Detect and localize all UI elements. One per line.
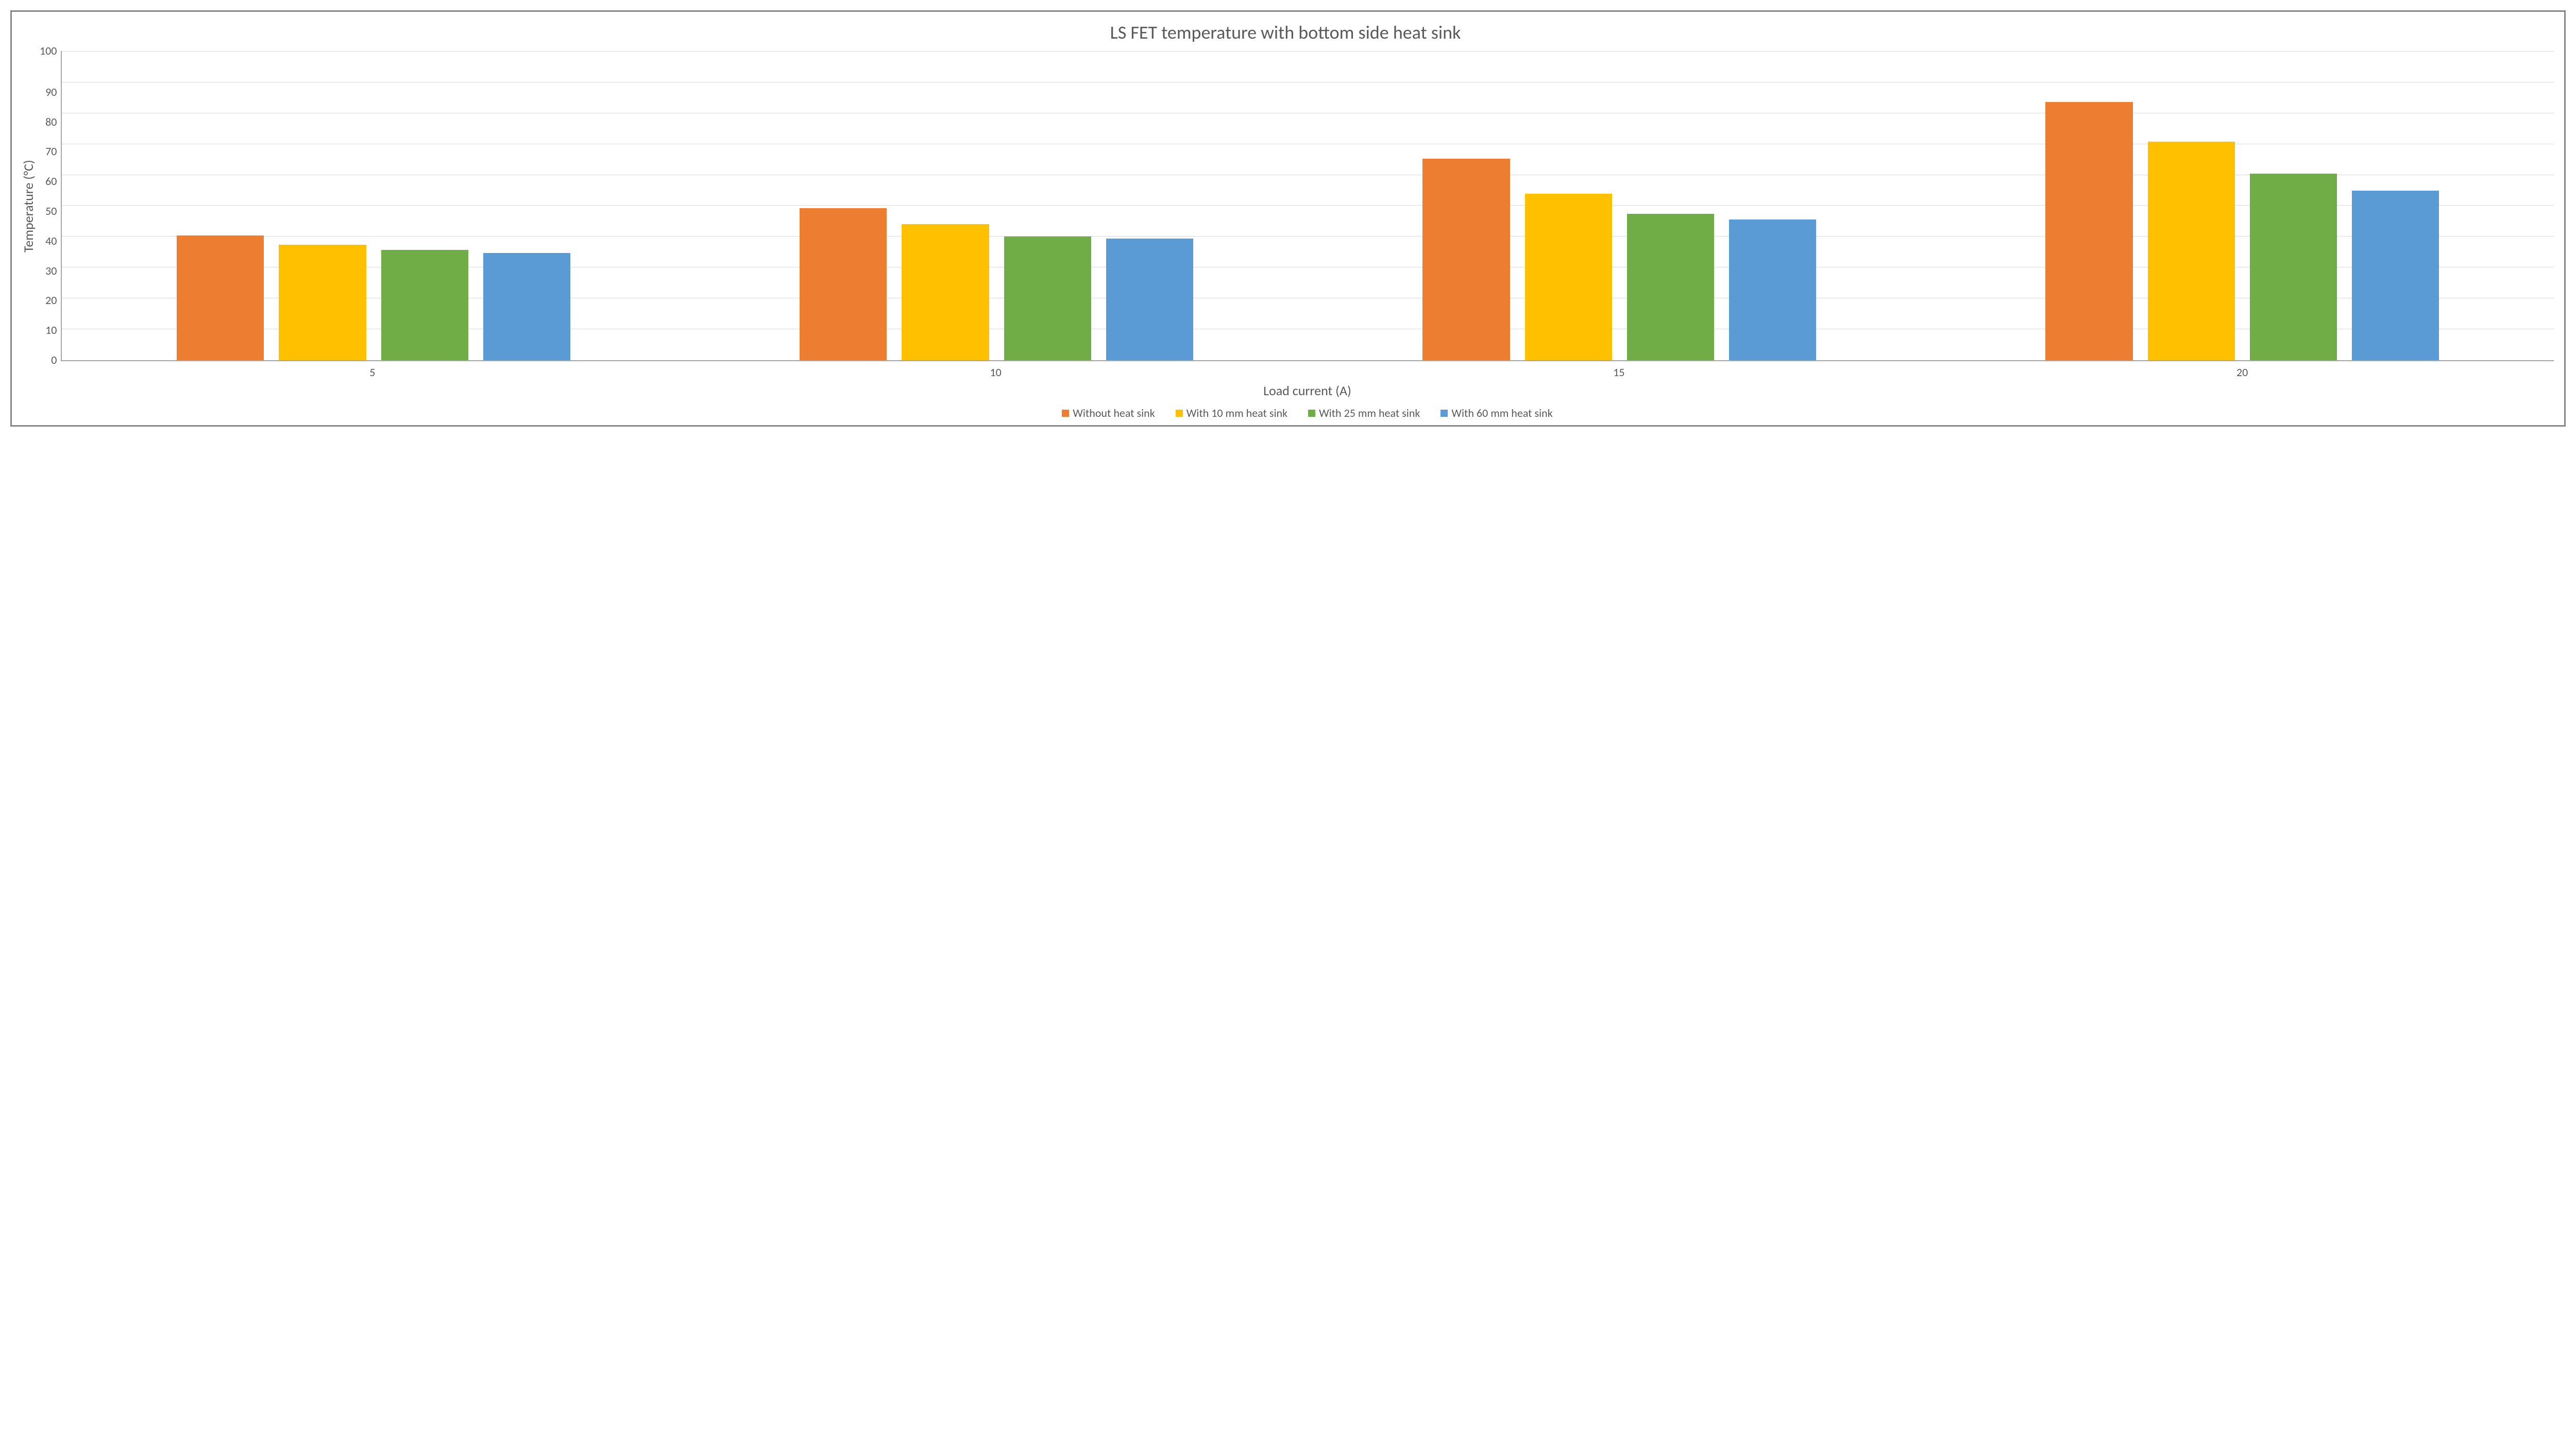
- bar: [2148, 142, 2235, 360]
- legend: Without heat sink With 10 mm heat sink Wit…: [61, 406, 2554, 420]
- legend-label: With 25 mm heat sink: [1319, 406, 1420, 420]
- x-tick-label: 5: [61, 361, 684, 379]
- bar: [1525, 194, 1612, 360]
- legend-swatch: [1176, 410, 1183, 417]
- y-tick-label: 20: [45, 295, 57, 306]
- x-axis-labels: 5101520: [61, 361, 2554, 379]
- legend-label: Without heat sink: [1073, 406, 1155, 420]
- x-axis-row: 5101520: [17, 361, 2554, 379]
- bar: [2352, 191, 2439, 360]
- y-tick-label: 30: [45, 265, 57, 277]
- plot-area: [61, 51, 2554, 361]
- x-tick-label: 10: [684, 361, 1308, 379]
- bar: [2045, 102, 2132, 360]
- legend-item: With 10 mm heat sink: [1176, 406, 1287, 420]
- legend-label: With 10 mm heat sink: [1187, 406, 1287, 420]
- y-tick-label: 100: [40, 45, 57, 57]
- y-axis-title: Temperature (°C): [17, 51, 40, 361]
- bar-group: [62, 51, 685, 360]
- legend-swatch: [1440, 410, 1448, 417]
- y-tick-label: 80: [45, 116, 57, 128]
- y-tick-label: 90: [45, 87, 57, 98]
- legend-item: With 25 mm heat sink: [1308, 406, 1420, 420]
- bar: [1729, 220, 1816, 360]
- legend-swatch: [1308, 410, 1315, 417]
- bar: [279, 245, 366, 360]
- bar: [1422, 159, 1510, 360]
- bar: [1004, 237, 1091, 360]
- bar: [1627, 214, 1714, 360]
- legend-item: Without heat sink: [1062, 406, 1155, 420]
- y-tick-label: 0: [51, 355, 57, 366]
- y-tick-label: 50: [45, 206, 57, 217]
- x-tick-label: 20: [1930, 361, 2554, 379]
- bar: [483, 253, 570, 360]
- y-tick-label: 10: [45, 325, 57, 336]
- y-axis-labels: 1009080706050403020100: [40, 51, 61, 360]
- plot-row: Temperature (°C) 1009080706050403020100: [17, 51, 2554, 361]
- bar: [800, 208, 887, 360]
- bar: [381, 250, 468, 360]
- y-tick-label: 70: [45, 146, 57, 157]
- bar-group: [1308, 51, 1931, 360]
- bar: [902, 224, 989, 360]
- bar-group: [1931, 51, 2554, 360]
- bar: [2250, 174, 2337, 360]
- x-tick-label: 15: [1308, 361, 1931, 379]
- y-tick-label: 40: [45, 235, 57, 247]
- bar: [177, 235, 264, 360]
- legend-label: With 60 mm heat sink: [1451, 406, 1552, 420]
- legend-item: With 60 mm heat sink: [1440, 406, 1552, 420]
- chart-title: LS FET temperature with bottom side heat…: [17, 21, 2554, 44]
- y-tick-label: 60: [45, 176, 57, 187]
- bar: [1106, 239, 1193, 360]
- legend-swatch: [1062, 410, 1069, 417]
- bar-groups: [62, 51, 2554, 360]
- chart-container: LS FET temperature with bottom side heat…: [10, 10, 2566, 427]
- bar-group: [685, 51, 1308, 360]
- x-axis-title: Load current (A): [61, 382, 2554, 399]
